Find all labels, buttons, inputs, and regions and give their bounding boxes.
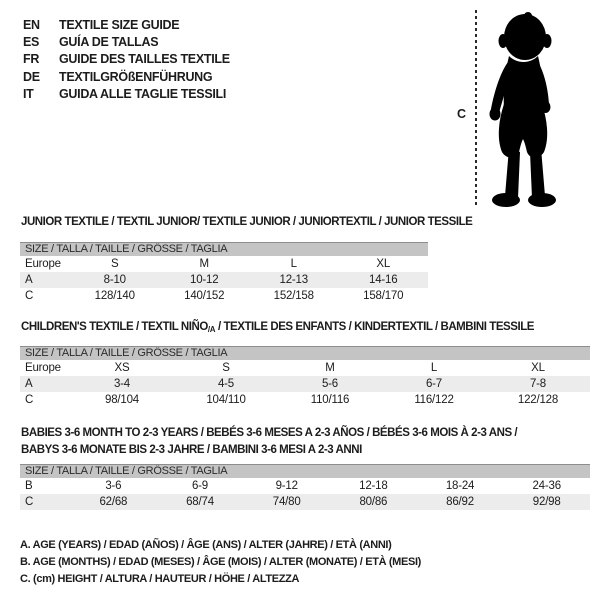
age-cell: 9-12 (275, 480, 298, 492)
table-row-height: C 98/104 104/110 110/116 116/122 122/128 (20, 392, 590, 408)
language-title: GUIDE DES TAILLES TEXTILE (59, 52, 230, 67)
size-cell: M (325, 362, 335, 374)
table-row-age: A 8-10 10-12 12-13 14-16 (20, 272, 428, 288)
language-title-list: EN TEXTILE SIZE GUIDE ES GUÍA DE TALLAS … (23, 16, 230, 103)
language-code: ES (23, 35, 40, 50)
babies-size-table: SIZE / TALLA / TAILLE / GRÖSSE / TAGLIA … (20, 464, 590, 510)
size-cell: M (199, 258, 210, 270)
height-cell: 122/128 (517, 394, 559, 406)
footnote-legend: A. AGE (YEARS) / EDAD (AÑOS) / ÂGE (ANS)… (20, 537, 421, 589)
age-cell: 4-5 (217, 378, 235, 390)
size-cell: L (430, 362, 438, 374)
footnote-c: C. (cm) HEIGHT / ALTURA / HAUTEUR / HÖHE… (20, 573, 300, 586)
language-code: IT (23, 87, 34, 102)
age-cell: 18-24 (445, 480, 475, 492)
size-header-bar: SIZE / TALLA / TAILLE / GRÖSSE / TAGLIA (20, 346, 590, 360)
children-table-title: CHILDREN'S TEXTILE / TEXTIL NIÑO/A / TEX… (21, 321, 534, 334)
children-title-subscript: /A (207, 325, 216, 334)
age-cell: 5-6 (321, 378, 339, 390)
height-cell: 128/140 (94, 290, 135, 302)
height-cell: 74/80 (272, 496, 301, 508)
row-label: A (25, 378, 33, 390)
height-measure-label: C (457, 107, 467, 121)
language-row-de: DE TEXTILGRÖßENFÜHRUNG (23, 68, 230, 85)
language-code: DE (23, 69, 40, 84)
language-title: GUÍA DE TALLAS (59, 35, 159, 50)
junior-table-title: JUNIOR TEXTILE / TEXTIL JUNIOR/ TEXTILE … (21, 216, 473, 228)
size-header-bar: SIZE / TALLA / TAILLE / GRÖSSE / TAGLIA (20, 242, 428, 256)
age-cell: 10-12 (190, 274, 219, 286)
table-row-height: C 128/140 140/152 152/158 158/170 (20, 288, 428, 304)
language-title: GUIDA ALLE TAGLIE TESSILI (59, 87, 227, 102)
height-cell: 158/170 (363, 290, 404, 302)
height-cell: 140/152 (184, 290, 225, 302)
footnote-a: A. AGE (YEARS) / EDAD (AÑOS) / ÂGE (ANS)… (20, 539, 392, 551)
language-row-fr: FR GUIDE DES TAILLES TEXTILE (23, 51, 230, 68)
language-title: TEXTILE SIZE GUIDE (59, 17, 180, 32)
junior-size-table: SIZE / TALLA / TAILLE / GRÖSSE / TAGLIA … (20, 242, 428, 304)
height-cell: 68/74 (186, 496, 214, 508)
age-cell: 14-16 (369, 274, 398, 286)
height-cell: 116/122 (414, 394, 454, 406)
table-row-europe: Europe XS S M L XL (20, 360, 590, 376)
height-cell: 98/104 (105, 394, 139, 406)
children-title-suffix: / TEXTILE DES ENFANTS / KINDERTEXTIL / B… (215, 321, 535, 333)
language-row-es: ES GUÍA DE TALLAS (23, 33, 230, 50)
children-title-prefix: CHILDREN'S TEXTILE / TEXTIL NIÑO (21, 321, 208, 333)
size-cell: XS (114, 362, 130, 374)
babies-table-title: BABIES 3-6 MONTH TO 2-3 YEARS / BEBÉS 3-… (21, 425, 518, 459)
age-cell: 6-9 (191, 480, 209, 492)
size-cell: XL (531, 362, 545, 374)
babies-title-line-1: BABIES 3-6 MONTH TO 2-3 YEARS / BEBÉS 3-… (21, 427, 518, 439)
language-code: EN (23, 17, 40, 32)
language-row-en: EN TEXTILE SIZE GUIDE (23, 16, 230, 33)
table-row-age-months: B 3-6 6-9 9-12 12-18 18-24 24-36 (20, 478, 590, 494)
row-label: A (25, 274, 33, 286)
age-cell: 3-4 (113, 378, 131, 390)
table-row-height: C 62/68 68/74 74/80 80/86 86/92 92/98 (20, 494, 590, 510)
size-header-bar: SIZE / TALLA / TAILLE / GRÖSSE / TAGLIA (20, 464, 590, 478)
table-row-age: A 3-4 4-5 5-6 6-7 7-8 (20, 376, 590, 392)
height-cell: 80/86 (359, 496, 388, 508)
age-cell: 8-10 (103, 274, 126, 286)
row-label: Europe (25, 362, 61, 374)
age-cell: 12-18 (359, 480, 388, 492)
age-cell: 6-7 (425, 378, 443, 390)
age-cell: 7-8 (529, 378, 547, 390)
table-row-europe: Europe S M L XL (20, 256, 428, 272)
language-code: FR (23, 52, 40, 67)
height-cell: 110/116 (310, 394, 350, 406)
height-cell: 62/68 (99, 496, 128, 508)
height-measure-dashed-line (475, 10, 477, 208)
footnote-b: B. AGE (MONTHS) / EDAD (MESES) / ÂGE (MO… (20, 556, 421, 569)
size-cell: S (222, 362, 230, 374)
row-label: C (25, 496, 34, 508)
age-cell: 12-13 (279, 274, 309, 286)
size-cell: S (111, 258, 119, 270)
babies-title-line-2: BABYS 3-6 MONATE BIS 2-3 JAHRE / BAMBINI… (21, 444, 362, 456)
baby-silhouette-icon (489, 12, 556, 207)
children-size-table: SIZE / TALLA / TAILLE / GRÖSSE / TAGLIA … (20, 346, 590, 408)
size-cell: L (290, 258, 297, 270)
height-cell: 152/158 (273, 290, 314, 302)
height-cell: 104/110 (206, 394, 246, 406)
language-title: TEXTILGRÖßENFÜHRUNG (59, 69, 213, 84)
row-label: Europe (25, 258, 61, 270)
size-cell: XL (376, 258, 391, 270)
age-cell: 3-6 (105, 480, 122, 492)
height-cell: 86/92 (446, 496, 474, 508)
language-row-it: IT GUIDA ALLE TAGLIE TESSILI (23, 86, 230, 103)
height-cell: 92/98 (532, 496, 561, 508)
row-label: C (25, 394, 34, 406)
age-cell: 24-36 (532, 480, 561, 492)
row-label: B (25, 480, 33, 492)
row-label: C (25, 290, 34, 302)
